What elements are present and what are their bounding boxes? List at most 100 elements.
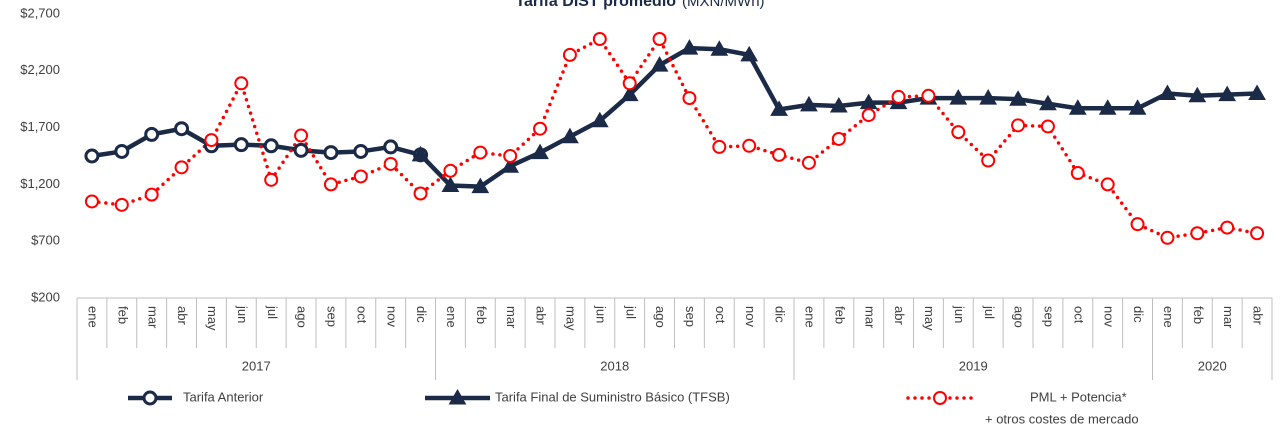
data-point [144,187,159,202]
x-tick-label: jun [235,305,250,323]
data-point [592,31,607,46]
x-tick-label: jun [952,305,967,323]
y-tick-label: $2,200 [20,62,60,77]
legend-note: + otros costes de mercado [985,411,1139,426]
data-point [712,139,727,154]
x-tick-label: abr [1251,306,1266,325]
data-point [204,133,219,148]
data-point [1220,220,1235,235]
data-point [1100,177,1115,192]
data-point [84,194,99,209]
x-tick-label: mar [504,306,519,329]
x-tick-label: jul [265,305,280,319]
data-point [263,138,279,154]
y-tick-label: $200 [31,289,60,304]
data-point [501,157,520,173]
data-point [800,95,818,112]
legend-label: Tarifa Final de Suministro Básico (TFSB) [495,389,730,404]
group-label: 2019 [959,358,988,373]
x-tick-label: mar [145,306,160,329]
x-tick-label: ene [1161,306,1176,328]
data-point [383,139,399,155]
data-point [682,91,697,106]
data-point [174,160,189,175]
x-tick-label: ene [444,306,459,328]
data-point [710,40,729,56]
data-point [620,85,639,102]
x-tick-label: may [564,306,579,331]
data-point [293,142,309,158]
x-tick-label: oct [354,306,369,324]
data-point [951,125,966,140]
data-point [680,39,699,55]
x-tick-label: sep [683,306,698,327]
data-point [144,126,160,142]
data-point [174,121,190,137]
data-point [1158,84,1177,101]
group-label: 2017 [242,358,271,373]
y-tick-label: $700 [31,233,60,248]
legend-label: PML + Potencia* [1030,389,1127,404]
data-point [831,131,846,146]
x-tick-label: feb [832,306,847,324]
data-point [949,89,968,105]
legend-label: Tarifa Anterior [183,389,264,404]
x-tick-label: jul [623,305,638,319]
data-point [1160,230,1175,245]
x-tick-label: mar [862,306,877,329]
data-point [921,88,936,103]
subtitle: (MXN/MWh) [682,0,765,10]
x-tick-label: mar [1221,306,1236,329]
data-point [533,121,548,136]
data-point [413,186,428,201]
x-tick-label: feb [474,306,489,324]
data-point [471,177,490,194]
data-point [652,31,667,46]
x-tick-label: nov [743,306,758,327]
title: Tarifa DIST promedio [515,0,676,10]
x-tick-label: nov [1101,306,1116,327]
data-point [1039,94,1057,111]
x-tick-label: ago [653,306,668,328]
data-point [1009,90,1027,106]
data-point [1248,84,1266,101]
data-point [1250,226,1265,241]
x-tick-label: dic [414,306,429,323]
data-point [264,172,279,187]
data-point [1070,166,1085,181]
x-tick-label: dic [1131,306,1146,323]
data-point [233,137,249,153]
series-line [90,35,1259,240]
data-point [1098,99,1117,115]
x-tick-label: oct [713,306,728,324]
data-point [84,148,100,164]
x-tick-label: abr [534,306,549,325]
data-point [891,89,906,104]
x-tick-label: feb [115,306,130,324]
data-point [1011,118,1026,133]
data-point [1040,119,1055,134]
data-point [531,143,549,160]
data-point [353,143,369,159]
x-tick-label: ago [1012,306,1027,328]
chart-title: Tarifa DIST promedio (MXN/MWh) [515,0,764,10]
data-point [770,100,788,116]
x-tick-label: jun [593,305,608,323]
x-tick-label: nov [384,306,399,327]
x-tick-label: feb [1191,306,1206,324]
data-point [622,76,637,91]
x-tick-label: sep [325,306,340,327]
data-point [742,138,757,153]
x-tick-label: dic [773,306,788,323]
data-point [861,108,876,123]
data-point [590,111,609,128]
x-tick-label: may [205,306,220,331]
x-tick-label: abr [892,306,907,325]
x-tick-label: ene [86,306,101,328]
legend-marker [933,391,947,405]
data-point [1190,226,1205,241]
y-tick-label: $1,200 [20,176,60,191]
x-tick-label: ene [803,306,818,328]
data-point [1068,99,1087,115]
